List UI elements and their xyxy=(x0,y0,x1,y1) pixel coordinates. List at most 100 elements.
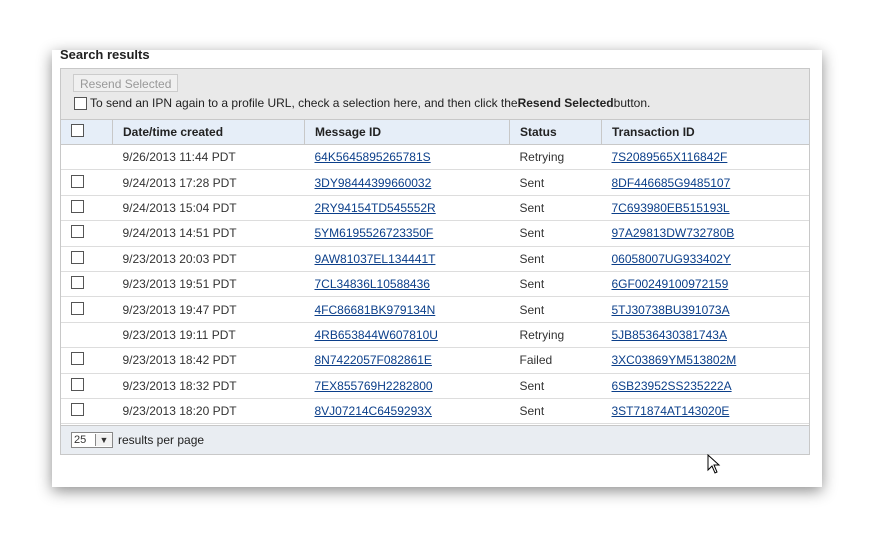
row-select-cell xyxy=(61,169,113,196)
transaction-id-link[interactable]: 06058007UG933402Y xyxy=(611,251,731,266)
transaction-id-link[interactable]: 5TJ30738BU391073A xyxy=(611,302,730,317)
message-id-cell: 4FC86681BK979134N xyxy=(304,296,510,323)
message-id-link[interactable]: 4FC86681BK979134N xyxy=(314,302,436,317)
chevron-down-icon: ▼ xyxy=(95,434,112,446)
message-id-link[interactable]: 4RB653844W607810U xyxy=(314,327,438,342)
search-results-card: Search results Resend Selected To send a… xyxy=(52,50,822,487)
transaction-id-cell: 3XC03869YM513802M xyxy=(601,347,809,374)
transaction-id-cell: 6GF00249100972159 xyxy=(601,271,809,298)
transaction-id-cell: 97A29813DW732780B xyxy=(601,220,809,247)
message-id-cell: 5YM6195526723350F xyxy=(304,220,510,247)
date-cell: 9/23/2013 19:11 PDT xyxy=(112,322,305,349)
mouse-cursor-icon xyxy=(707,454,721,474)
resend-selected-button[interactable]: Resend Selected xyxy=(73,74,179,92)
message-id-link[interactable]: 2RY94154TD545552R xyxy=(314,200,436,215)
info-suffix: button. xyxy=(613,96,651,110)
transaction-id-cell: 8DF446685G9485107 xyxy=(601,169,809,196)
transaction-id-link[interactable]: 97A29813DW732780B xyxy=(611,226,735,241)
message-id-link[interactable]: 5YM6195526723350F xyxy=(314,226,434,241)
table-row: 9/24/2013 15:04 PDT 2RY94154TD545552R Se… xyxy=(61,195,809,222)
date-cell: 9/26/2013 11:44 PDT xyxy=(112,144,305,171)
row-checkbox[interactable] xyxy=(71,301,84,315)
header-transaction-id[interactable]: Transaction ID xyxy=(601,120,809,145)
row-checkbox[interactable] xyxy=(71,199,84,213)
message-id-cell: 4RB653844W607810U xyxy=(304,322,510,349)
results-table: Date/time created Message ID Status Tran… xyxy=(61,120,809,425)
header-date[interactable]: Date/time created xyxy=(112,120,305,145)
date-cell: 9/23/2013 18:42 PDT xyxy=(112,347,305,374)
header-message-id[interactable]: Message ID xyxy=(304,120,510,145)
table-header-row: Date/time created Message ID Status Tran… xyxy=(61,120,809,145)
resend-instructions: To send an IPN again to a profile URL, c… xyxy=(74,96,650,110)
transaction-id-cell: 5JB8536430381743A xyxy=(601,322,809,349)
row-checkbox[interactable] xyxy=(71,352,84,366)
row-select-cell xyxy=(61,373,113,399)
message-id-link[interactable]: 7CL34836L10588436 xyxy=(314,277,430,292)
table-row: 9/23/2013 19:51 PDT 7CL34836L10588436 Se… xyxy=(61,271,809,298)
header-status[interactable]: Status xyxy=(509,120,602,145)
message-id-link[interactable]: 9AW81037EL134441T xyxy=(314,251,436,266)
message-id-cell: 64K5645895265781S xyxy=(304,144,510,171)
row-select-cell xyxy=(61,144,113,171)
row-checkbox[interactable] xyxy=(71,377,84,391)
date-cell: 9/24/2013 15:04 PDT xyxy=(112,195,305,222)
row-select-cell xyxy=(61,347,113,374)
instructions-checkbox[interactable] xyxy=(74,96,87,110)
status-cell: Retrying xyxy=(509,144,602,171)
status-cell: Sent xyxy=(509,195,602,222)
transaction-id-cell: 7S2089565X116842F xyxy=(601,144,809,171)
row-checkbox[interactable] xyxy=(71,174,84,188)
table-row: 9/23/2013 18:32 PDT 7EX855769H2282800 Se… xyxy=(61,373,809,399)
date-cell: 9/23/2013 20:03 PDT xyxy=(112,246,305,272)
row-select-cell xyxy=(61,398,113,425)
row-select-cell xyxy=(61,322,113,349)
info-text: To send an IPN again to a profile URL, c… xyxy=(90,96,518,110)
table-row: 9/23/2013 18:20 PDT 8VJ07214C6459293X Se… xyxy=(61,398,809,425)
transaction-id-link[interactable]: 6GF00249100972159 xyxy=(611,277,729,292)
row-checkbox[interactable] xyxy=(71,276,84,290)
transaction-id-link[interactable]: 8DF446685G9485107 xyxy=(611,175,731,190)
transaction-id-cell: 3ST71874AT143020E xyxy=(601,398,809,425)
date-cell: 9/23/2013 19:47 PDT xyxy=(112,296,305,323)
message-id-link[interactable]: 7EX855769H2282800 xyxy=(314,378,433,393)
select-all-checkbox[interactable] xyxy=(71,124,84,137)
table-row: 9/23/2013 19:47 PDT 4FC86681BK979134N Se… xyxy=(61,296,809,323)
message-id-link[interactable]: 3DY98444399660032 xyxy=(314,175,432,190)
transaction-id-link[interactable]: 5JB8536430381743A xyxy=(611,327,727,342)
message-id-cell: 2RY94154TD545552R xyxy=(304,195,510,222)
message-id-link[interactable]: 8VJ07214C6459293X xyxy=(314,404,432,419)
transaction-id-link[interactable]: 7S2089565X116842F xyxy=(611,150,728,165)
table-footer: 25 ▼ results per page xyxy=(61,425,809,454)
status-cell: Sent xyxy=(509,373,602,399)
date-cell: 9/24/2013 14:51 PDT xyxy=(112,220,305,247)
status-cell: Retrying xyxy=(509,322,602,349)
section-title: Search results xyxy=(60,50,150,62)
transaction-id-link[interactable]: 6SB23952SS235222A xyxy=(611,378,732,393)
status-cell: Sent xyxy=(509,398,602,425)
transaction-id-cell: 06058007UG933402Y xyxy=(601,246,809,272)
message-id-link[interactable]: 64K5645895265781S xyxy=(314,150,431,165)
row-select-cell xyxy=(61,195,113,222)
info-bold: Resend Selected xyxy=(517,96,614,110)
row-checkbox[interactable] xyxy=(71,250,84,264)
transaction-id-link[interactable]: 3ST71874AT143020E xyxy=(611,404,730,419)
row-checkbox[interactable] xyxy=(71,403,84,417)
select-all-header xyxy=(61,120,113,145)
transaction-id-cell: 5TJ30738BU391073A xyxy=(601,296,809,323)
table-row: 9/26/2013 11:44 PDT 64K5645895265781S Re… xyxy=(61,144,809,171)
date-cell: 9/23/2013 19:51 PDT xyxy=(112,271,305,298)
transaction-id-cell: 6SB23952SS235222A xyxy=(601,373,809,399)
message-id-link[interactable]: 8N7422057F082861E xyxy=(314,353,432,368)
message-id-cell: 8N7422057F082861E xyxy=(304,347,510,374)
date-cell: 9/23/2013 18:32 PDT xyxy=(112,373,305,399)
message-id-cell: 7EX855769H2282800 xyxy=(304,373,510,399)
table-row: 9/23/2013 19:11 PDT 4RB653844W607810U Re… xyxy=(61,322,809,349)
status-cell: Sent xyxy=(509,246,602,272)
per-page-select[interactable]: 25 ▼ xyxy=(71,432,113,448)
row-checkbox[interactable] xyxy=(71,225,84,239)
transaction-id-link[interactable]: 3XC03869YM513802M xyxy=(611,353,737,368)
message-id-cell: 8VJ07214C6459293X xyxy=(304,398,510,425)
message-id-cell: 7CL34836L10588436 xyxy=(304,271,510,298)
per-page-label: results per page xyxy=(118,433,205,447)
transaction-id-link[interactable]: 7C693980EB515193L xyxy=(611,200,730,215)
